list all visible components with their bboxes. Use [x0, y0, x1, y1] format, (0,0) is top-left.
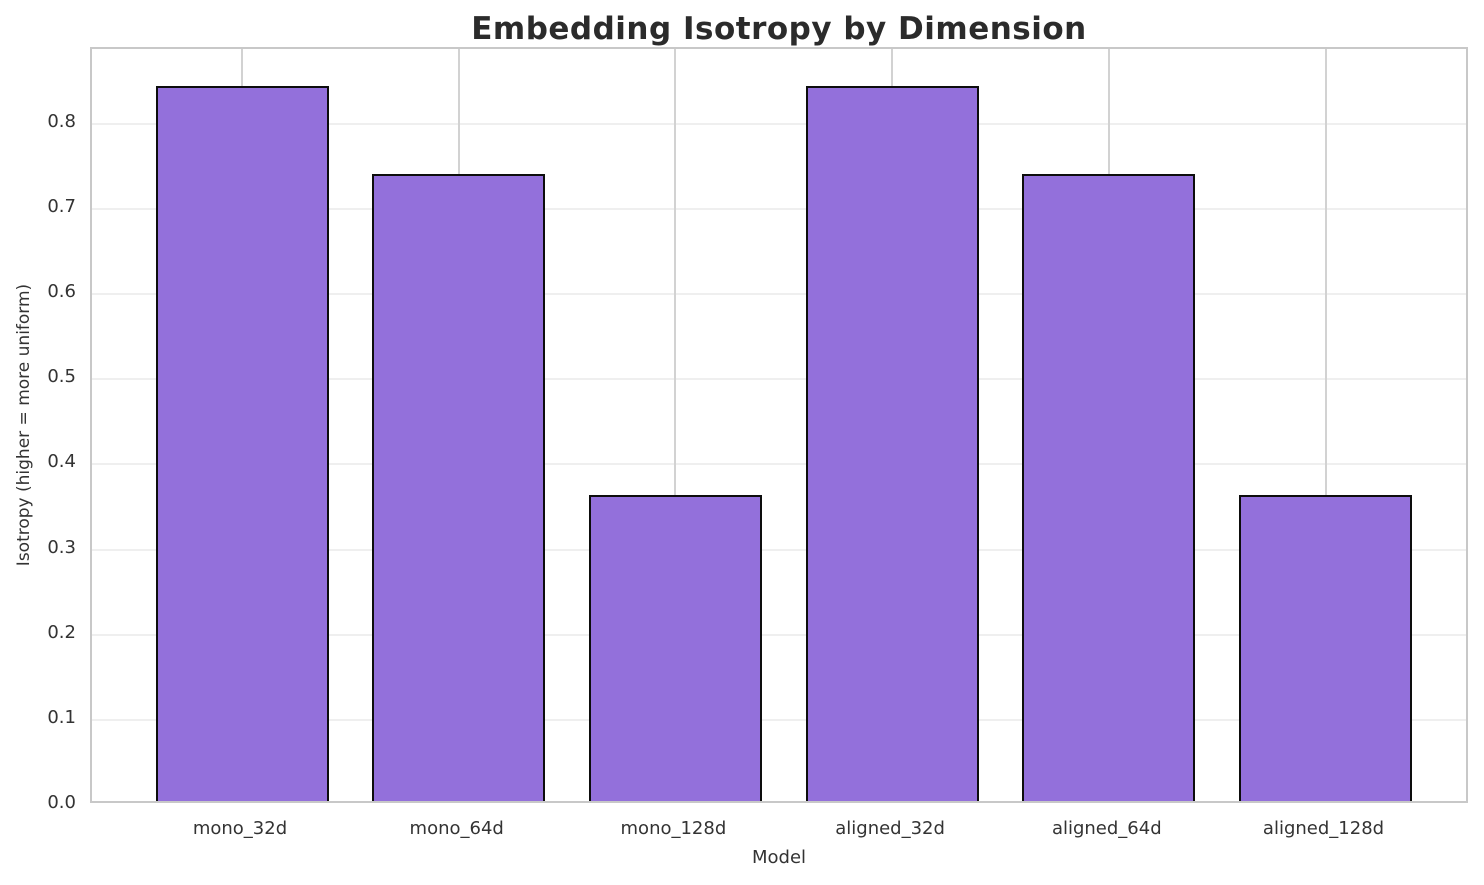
x-tick-label-aligned_128d: aligned_128d: [1262, 818, 1385, 839]
x-tick-label-mono_128d: mono_128d: [620, 818, 727, 839]
gridline-horizontal: [92, 122, 1466, 125]
y-tick-label: 0.0: [47, 792, 76, 813]
gridline-horizontal: [92, 293, 1466, 296]
y-tick-label: 0.5: [47, 366, 76, 388]
chart-title: Embedding Isotropy by Dimension: [471, 11, 1087, 47]
y-tick-label: 0.4: [47, 451, 76, 473]
y-tick-label: 0.7: [47, 196, 76, 218]
gridline-horizontal: [92, 633, 1466, 636]
y-tick-label: 0.2: [47, 621, 76, 643]
bar-mono_32d: [155, 86, 329, 801]
x-tick-label-aligned_32d: aligned_32d: [835, 818, 945, 839]
y-tick-label: 0.6: [47, 281, 76, 303]
gridline-horizontal: [92, 463, 1466, 466]
gridline-horizontal: [92, 378, 1466, 381]
gridline-horizontal: [92, 548, 1466, 551]
plot-area: [90, 47, 1468, 803]
bar-aligned_64d: [1022, 174, 1196, 801]
y-tick-label: 0.1: [47, 706, 76, 728]
gridline-horizontal: [92, 718, 1466, 721]
x-axis-label: Model: [751, 847, 807, 868]
gridline-vertical: [1324, 49, 1327, 801]
bar-mono_128d: [588, 495, 762, 801]
gridline-horizontal: [92, 208, 1466, 211]
gridline-vertical: [674, 49, 677, 801]
x-tick-label-aligned_64d: aligned_64d: [1051, 818, 1162, 839]
bar-mono_64d: [372, 174, 546, 801]
x-tick-label-mono_32d: mono_32d: [192, 818, 288, 839]
y-axis-label: Isotropy (higher = more uniform): [14, 283, 34, 567]
bar-aligned_32d: [805, 86, 979, 801]
x-tick-label-mono_64d: mono_64d: [409, 818, 504, 839]
y-tick-label: 0.3: [47, 536, 76, 558]
bar-aligned_128d: [1239, 495, 1412, 801]
y-tick-label: 0.8: [47, 110, 76, 132]
